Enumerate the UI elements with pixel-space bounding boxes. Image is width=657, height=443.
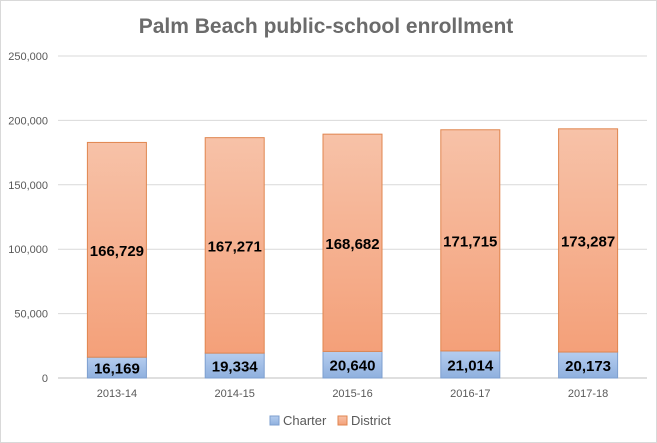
chart-title: Palm Beach public-school enrollment [139, 15, 514, 38]
bar-charter [558, 351, 619, 379]
data-label: 171,715 [443, 233, 497, 250]
data-label: 173,287 [561, 233, 615, 250]
legend-label-district: District [351, 413, 391, 428]
y-tick-label: 250,000 [8, 51, 48, 63]
x-tick-label: 2017-18 [568, 388, 608, 400]
data-label: 167,271 [208, 238, 262, 255]
data-label: 19,334 [212, 359, 259, 376]
data-label: 21,014 [447, 357, 494, 374]
legend-swatch-charter [269, 415, 280, 426]
x-tick-label: 2016-17 [450, 388, 490, 400]
x-tick-label: 2014-15 [215, 388, 255, 400]
x-tick-label: 2015-16 [332, 388, 372, 400]
data-label: 16,169 [94, 361, 140, 378]
x-axis-ticks: 2013-14 2014-15 2015-16 2016-17 2017-18 [97, 388, 609, 400]
bar-district [558, 128, 619, 353]
gridlines [58, 55, 647, 379]
bar-district [440, 129, 501, 352]
legend-swatch-district [337, 415, 348, 426]
x-tick-label: 2013-14 [97, 388, 137, 400]
y-tick-label: 100,000 [8, 244, 48, 256]
data-label: 168,682 [325, 236, 379, 253]
data-label: 20,640 [330, 358, 376, 375]
data-label: 20,173 [565, 358, 611, 375]
y-axis-ticks: 0 50,000 100,000 150,000 200,000 250,000 [8, 51, 48, 385]
legend: Charter District [269, 413, 391, 428]
y-tick-label: 0 [42, 373, 48, 385]
data-label: 166,729 [90, 243, 144, 260]
data-labels: 16,169 166,729 19,334 167,271 20,640 168,682 2… [90, 233, 615, 377]
bar-district [86, 141, 147, 358]
bars [86, 128, 619, 379]
y-tick-label: 150,000 [8, 180, 48, 192]
legend-label-charter: Charter [283, 413, 327, 428]
bar-district [204, 137, 265, 354]
bar-district [322, 133, 383, 352]
y-tick-label: 50,000 [14, 309, 48, 321]
y-tick-label: 200,000 [8, 115, 48, 127]
